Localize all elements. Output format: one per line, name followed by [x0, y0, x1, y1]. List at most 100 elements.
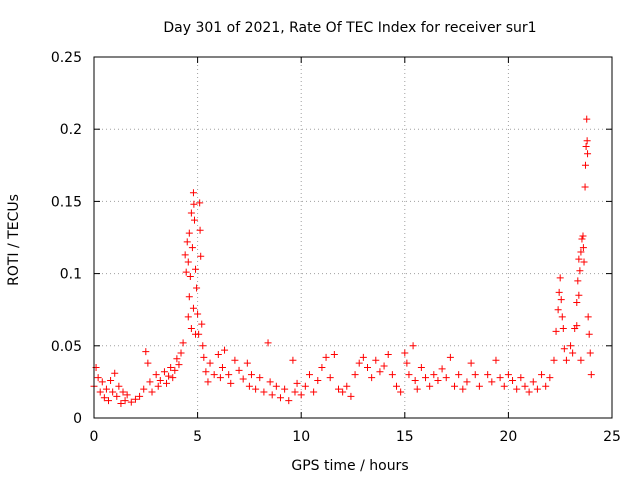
- data-point: [455, 371, 463, 379]
- data-point: [575, 255, 583, 263]
- data-point: [216, 374, 224, 382]
- data-point: [163, 379, 171, 387]
- data-point: [496, 374, 504, 382]
- data-point: [190, 216, 198, 224]
- data-point: [314, 376, 322, 384]
- data-point: [330, 350, 338, 358]
- data-point: [192, 265, 200, 273]
- data-point: [569, 349, 577, 357]
- data-point: [554, 306, 562, 314]
- data-point: [210, 371, 218, 379]
- data-point: [293, 379, 301, 387]
- data-point: [488, 378, 496, 386]
- data-point: [334, 385, 342, 393]
- data-point: [187, 324, 195, 332]
- data-point: [231, 356, 239, 364]
- data-point: [193, 284, 201, 292]
- data-point: [185, 293, 193, 301]
- data-point: [165, 372, 173, 380]
- data-point: [442, 374, 450, 382]
- x-tick-label: 5: [193, 429, 202, 445]
- data-point: [243, 359, 251, 367]
- data-point: [577, 356, 585, 364]
- data-point: [188, 244, 196, 252]
- data-point: [533, 385, 541, 393]
- data-point: [542, 382, 550, 390]
- data-point: [187, 209, 195, 217]
- y-tick-label: 0: [73, 411, 82, 427]
- data-point: [245, 382, 253, 390]
- data-point: [184, 313, 192, 321]
- data-point: [574, 277, 582, 285]
- y-tick-label: 0.2: [60, 122, 82, 138]
- data-point: [484, 371, 492, 379]
- data-point: [247, 371, 255, 379]
- data-point: [556, 274, 564, 282]
- data-point: [355, 359, 363, 367]
- data-point: [252, 385, 260, 393]
- data-point: [413, 385, 421, 393]
- data-point: [221, 346, 229, 354]
- data-point: [546, 374, 554, 382]
- data-point: [256, 374, 264, 382]
- data-point: [102, 385, 110, 393]
- data-point: [225, 371, 233, 379]
- data-point: [403, 359, 411, 367]
- data-point: [409, 342, 417, 350]
- data-point: [500, 382, 508, 390]
- x-tick-label: 25: [603, 429, 621, 445]
- data-point: [573, 298, 581, 306]
- data-point: [289, 356, 297, 364]
- data-point: [430, 371, 438, 379]
- point-layer: [90, 115, 595, 408]
- data-point: [581, 161, 589, 169]
- data-point: [291, 388, 299, 396]
- data-point: [297, 391, 305, 399]
- data-point: [148, 388, 156, 396]
- data-point: [266, 378, 274, 386]
- data-point: [115, 382, 123, 390]
- plot-frame: [93, 56, 613, 419]
- data-point: [583, 137, 591, 145]
- data-point: [171, 366, 179, 374]
- data-point: [113, 392, 121, 400]
- data-point: [268, 391, 276, 399]
- data-point: [459, 385, 467, 393]
- data-point: [206, 359, 214, 367]
- data-point: [198, 320, 206, 328]
- y-tick-label: 0.05: [51, 339, 82, 355]
- data-point: [388, 371, 396, 379]
- data-point: [405, 371, 413, 379]
- data-point: [492, 356, 500, 364]
- data-point: [98, 378, 106, 386]
- data-point: [509, 376, 517, 384]
- data-point: [189, 189, 197, 197]
- data-point: [264, 339, 272, 347]
- data-point: [196, 199, 204, 207]
- data-point: [351, 371, 359, 379]
- data-point: [196, 226, 204, 234]
- data-point: [185, 229, 193, 237]
- data-point: [555, 288, 563, 296]
- data-point: [173, 355, 181, 363]
- data-point: [359, 353, 367, 361]
- data-point: [550, 356, 558, 364]
- data-point: [376, 368, 384, 376]
- data-point: [422, 374, 430, 382]
- data-point: [156, 376, 164, 384]
- data-point: [513, 385, 521, 393]
- data-point: [140, 385, 148, 393]
- y-tick-label: 0.1: [60, 267, 82, 283]
- data-point: [142, 348, 150, 356]
- data-point: [587, 371, 595, 379]
- data-point: [573, 322, 581, 330]
- data-point: [214, 350, 222, 358]
- data-point: [343, 382, 351, 390]
- x-tick-label: 0: [90, 429, 99, 445]
- data-point: [417, 363, 425, 371]
- data-point: [397, 388, 405, 396]
- data-point: [578, 235, 586, 243]
- data-point: [576, 267, 584, 275]
- tick-layer: 0 5 10 15 20 25 0 0.05 0.1 0.15 0.2 0.25: [51, 50, 621, 445]
